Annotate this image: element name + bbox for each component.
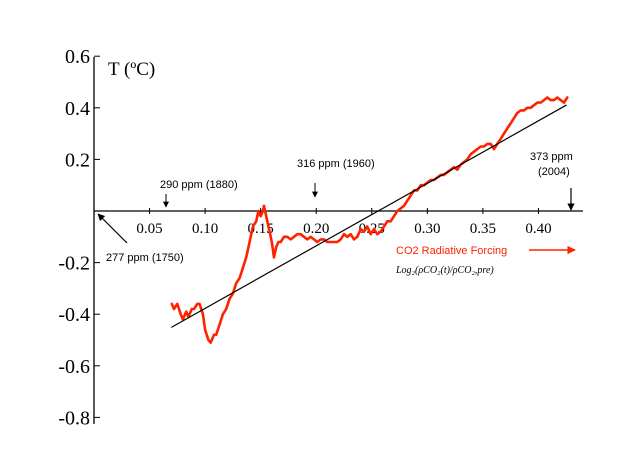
y-tick-label: -0.4 [58, 304, 90, 326]
x-tick-label: 0.35 [470, 221, 496, 237]
trend-line [171, 104, 567, 328]
annotation-373ppm: 373 ppm [530, 151, 573, 163]
x-axis-formula: Log₂(ρCO₂(t)/ρCO₂,pre) [395, 265, 494, 276]
y-axis-label: T (ºC) [108, 59, 155, 80]
x-tick-label: 0.20 [303, 221, 329, 237]
y-tick-label: 0.2 [65, 149, 90, 171]
y-tick-label: -0.2 [58, 253, 90, 275]
annotation-277ppm: 277 ppm (1750) [106, 252, 184, 264]
x-axis-label: CO2 Radiative Forcing [396, 245, 507, 257]
y-tick-label: -0.6 [58, 356, 90, 378]
x-tick-label: 0.40 [525, 221, 551, 237]
x-tick-label: 0.30 [414, 221, 440, 237]
x-tick-label: 0.10 [192, 221, 218, 237]
annotation-316ppm: 316 ppm (1960) [297, 158, 375, 170]
annotation-290ppm: 290 ppm (1880) [160, 179, 238, 191]
y-tick-label: 0.6 [65, 46, 90, 68]
y-tick-label: -0.8 [58, 407, 90, 429]
annotation-2004: (2004) [538, 166, 570, 178]
annotation-277ppm-arrow [97, 213, 128, 244]
x-tick-label: 0.05 [136, 221, 162, 237]
y-tick-label: 0.4 [65, 98, 90, 120]
